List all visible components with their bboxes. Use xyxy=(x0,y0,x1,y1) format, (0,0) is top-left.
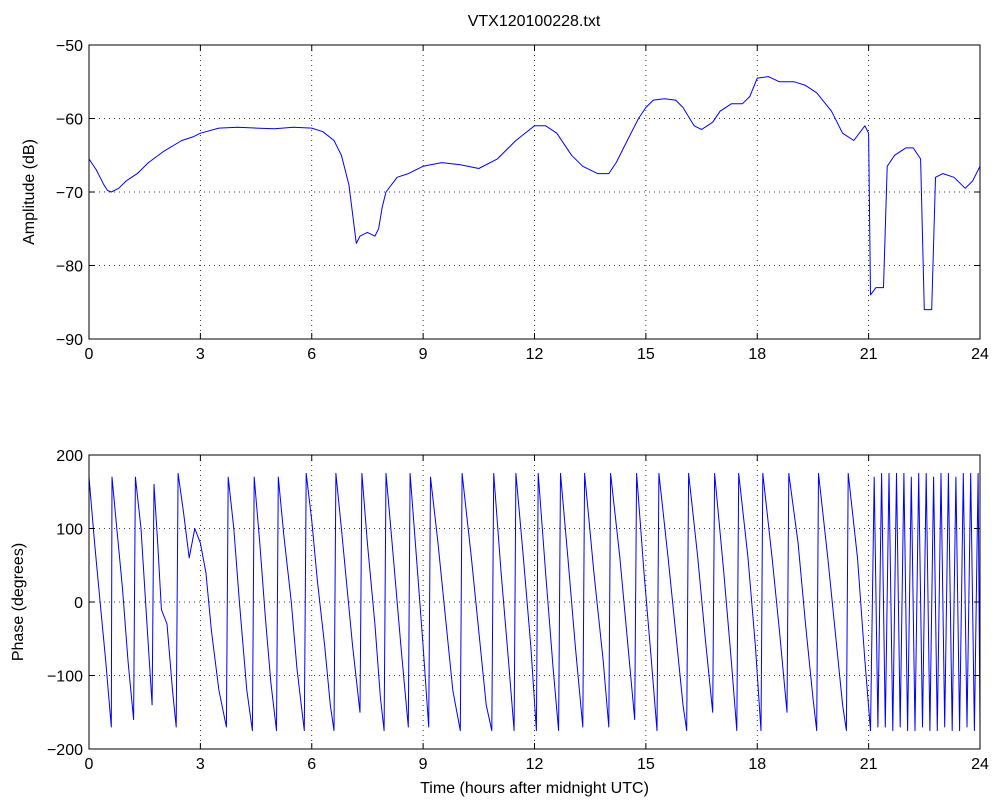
phase-xlabel: Time (hours after midnight UTC) xyxy=(420,780,649,797)
phase-xtick-label-2: 6 xyxy=(307,756,316,773)
amplitude-xtick-label-0: 0 xyxy=(85,346,94,363)
amplitude-series-line xyxy=(88,76,981,311)
amplitude-xtick-label-3: 9 xyxy=(419,346,428,363)
amplitude-xtick-label-5: 15 xyxy=(637,346,655,363)
amplitude-xtick-label-1: 3 xyxy=(196,346,205,363)
phase-xtick-label-1: 3 xyxy=(196,756,205,773)
phase-ytick-label-4: 200 xyxy=(56,448,83,465)
phase-ytick-label-3: 100 xyxy=(56,522,83,539)
amplitude-ytick-label-4: −50 xyxy=(56,38,83,55)
amplitude-xtick-label-7: 21 xyxy=(860,346,878,363)
phase-ytick-label-2: 0 xyxy=(74,595,83,612)
amplitude-xtick-label-8: 24 xyxy=(971,346,989,363)
amplitude-ytick-label-2: −70 xyxy=(56,185,83,202)
phase-xtick-label-4: 12 xyxy=(526,756,544,773)
phase-xtick-label-7: 21 xyxy=(860,756,878,773)
amplitude-ytick-label-1: −80 xyxy=(56,259,83,276)
phase-ylabel: Phase (degrees) xyxy=(10,543,27,661)
amplitude-ylabel: Amplitude (dB) xyxy=(21,139,38,245)
amplitude-ytick-label-0: −90 xyxy=(56,332,83,349)
phase-series-line xyxy=(88,472,981,732)
amplitude-ytick-label-3: −60 xyxy=(56,112,83,129)
phase-ytick-label-1: −100 xyxy=(47,669,83,686)
chart-title: VTX120100228.txt xyxy=(468,13,601,30)
phase-xtick-label-8: 24 xyxy=(971,756,989,773)
phase-xtick-label-6: 18 xyxy=(748,756,766,773)
amplitude-xtick-label-6: 18 xyxy=(748,346,766,363)
phase-xtick-label-3: 9 xyxy=(419,756,428,773)
phase-ytick-label-0: −200 xyxy=(47,742,83,759)
amplitude-axes: 0 3 6 9 12 15 18 21 24 −90 −80 −70 −60 −50 Amplitude (… xyxy=(21,38,989,363)
phase-xtick-label-5: 15 xyxy=(637,756,655,773)
amplitude-xtick-label-2: 6 xyxy=(307,346,316,363)
amplitude-xtick-label-4: 12 xyxy=(526,346,544,363)
phase-axes: 0 3 6 9 12 15 18 21 24 −200 −100 0 100 200 Phase (degr… xyxy=(10,448,989,797)
phase-xtick-label-0: 0 xyxy=(85,756,94,773)
